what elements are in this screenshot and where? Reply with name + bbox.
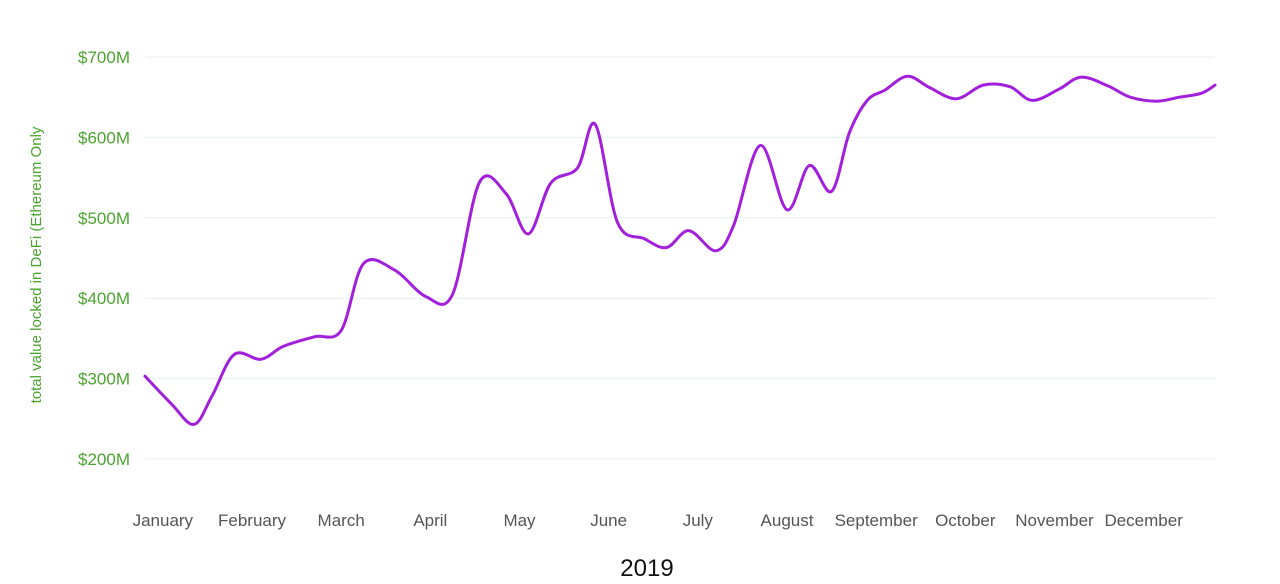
y-tick-label: $500M	[78, 209, 130, 228]
gridlines	[145, 56, 1215, 460]
x-tick-label: August	[761, 511, 814, 530]
x-tick-label: November	[1015, 511, 1094, 530]
y-tick-label: $700M	[78, 48, 130, 67]
x-tick-label: June	[590, 511, 627, 530]
y-tick-label: $200M	[78, 450, 130, 469]
x-axis-tick-labels: January February March April May June July Augu…	[133, 511, 1184, 530]
y-axis-label: total value locked in DeFi (Ethereum Onl…	[28, 126, 45, 403]
y-tick-label: $600M	[78, 128, 130, 147]
x-tick-label: February	[218, 511, 287, 530]
x-tick-label: March	[318, 511, 365, 530]
x-tick-label: October	[935, 511, 996, 530]
x-tick-label: January	[133, 511, 194, 530]
series-line	[143, 74, 1217, 426]
x-tick-label: May	[503, 511, 536, 530]
y-axis-tick-labels: $200M $300M $400M $500M $600M $700M	[78, 48, 130, 469]
x-tick-label: September	[835, 511, 918, 530]
x-tick-label: December	[1104, 511, 1183, 530]
y-tick-label: $400M	[78, 289, 130, 308]
x-tick-label: April	[413, 511, 447, 530]
x-axis-label: 2019	[620, 555, 673, 582]
y-tick-label: $300M	[78, 370, 130, 389]
x-tick-label: July	[683, 511, 714, 530]
